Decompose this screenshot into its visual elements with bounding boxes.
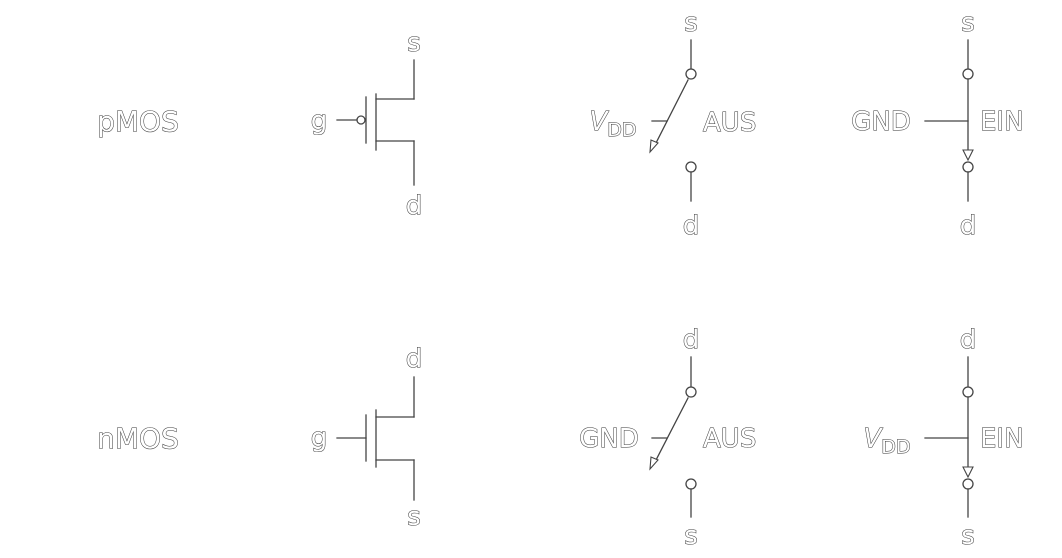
pmos-on-top-label: s (961, 8, 975, 38)
nmos-label: nMOS (97, 422, 179, 455)
pmos-label: pMOS (97, 105, 179, 138)
nmos-transistor-symbol: g d s (310, 344, 423, 533)
nmos-on-switch: d s VDD EIN (863, 325, 1024, 552)
nmos-on-top-label: d (960, 325, 977, 355)
nmos-off-top-contact (685, 386, 697, 398)
pmos-off-control-text: V (589, 107, 609, 137)
pmos-off-switch-arm (654, 79, 689, 146)
pmos-off-bottom-contact (685, 161, 697, 173)
nmos-gate-label: g (311, 423, 328, 453)
nmos-off-control-label: GND (579, 424, 639, 454)
pmos-off-bottom-label: d (683, 211, 700, 241)
nmos-on-arrow-head (962, 466, 974, 479)
pmos-off-state-label: AUS (703, 108, 756, 138)
pmos-on-control-label: GND (851, 107, 911, 137)
pmos-gate-bubble (356, 115, 366, 125)
nmos-top-terminal-label: d (406, 344, 423, 374)
pmos-top-terminal-label: s (407, 28, 421, 58)
pmos-off-arrow-head (649, 139, 659, 154)
nmos-on-top-contact (962, 386, 974, 398)
nmos-on-bottom-contact (962, 478, 974, 490)
nmos-off-top-label: d (683, 325, 700, 355)
pmos-on-top-contact (962, 68, 974, 80)
pmos-bottom-terminal-label: d (406, 191, 423, 221)
nmos-off-bottom-contact (685, 478, 697, 490)
nmos-on-control-text: V (863, 424, 883, 454)
pmos-off-top-label: s (684, 8, 698, 38)
nmos-on-bottom-label: s (961, 521, 975, 551)
pmos-row: pMOS g s d s d VDD AUS (97, 8, 1024, 242)
pmos-on-bottom-contact (962, 161, 974, 173)
pmos-on-state-label: EIN (980, 107, 1024, 137)
pmos-on-bottom-label: d (960, 211, 977, 241)
nmos-off-arrow-head (649, 456, 659, 471)
pmos-transistor-symbol: g s d (310, 28, 423, 222)
nmos-on-control-subscript: DD (881, 436, 910, 458)
pmos-off-control-subscript: DD (607, 119, 636, 141)
nmos-off-switch: d s GND AUS (579, 325, 757, 552)
nmos-off-state-label: AUS (703, 424, 756, 454)
nmos-on-state-label: EIN (980, 424, 1024, 454)
nmos-off-switch-arm (654, 397, 689, 463)
pmos-on-switch: s d GND EIN (851, 8, 1024, 242)
pmos-on-arrow-head (962, 149, 974, 162)
nmos-row: nMOS g d s d s GND AUS (97, 325, 1024, 552)
pmos-off-switch: s d VDD AUS (589, 8, 757, 242)
pmos-off-control-label: VDD (589, 107, 636, 141)
nmos-on-control-label: VDD (863, 424, 910, 458)
pmos-off-top-contact (685, 68, 697, 80)
nmos-off-bottom-label: s (684, 521, 698, 551)
nmos-bottom-terminal-label: s (407, 502, 421, 532)
pmos-gate-label: g (311, 106, 328, 136)
